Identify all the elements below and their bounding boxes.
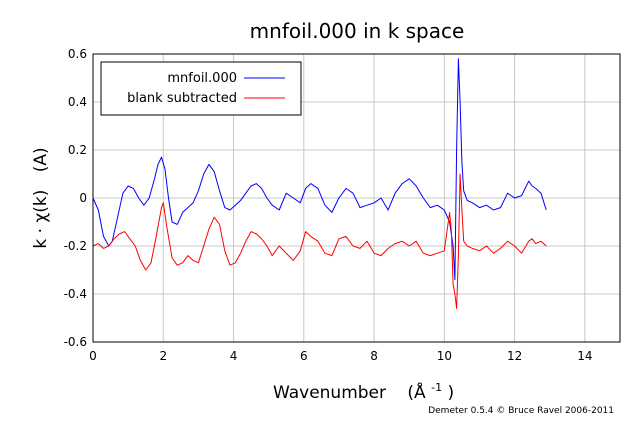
y-tick-label: -0.4	[64, 287, 87, 301]
x-axis-label: Wavenumber (Å -1 )	[273, 376, 454, 403]
x-tick-label: 14	[577, 349, 592, 363]
x-tick-label: 12	[507, 349, 522, 363]
chart-title: mnfoil.000 in k space	[250, 19, 465, 43]
y-axis-label-text: k · χ(k)	[31, 190, 51, 249]
series-line-blank-subtracted	[92, 173, 547, 309]
x-tick-label: 4	[230, 349, 238, 363]
legend-box	[100, 61, 302, 116]
x-tick-label: 0	[89, 349, 97, 363]
x-axis-label-unit-sup: -1	[431, 381, 442, 394]
y-tick-label: -0.6	[64, 335, 87, 349]
x-tick-label: 10	[437, 349, 452, 363]
x-tick-label: 6	[300, 349, 308, 363]
grid-layer	[92, 53, 620, 343]
x-tick-label: 8	[370, 349, 378, 363]
plot-frame	[92, 53, 621, 343]
tick-labels: 0 2 4 6 8 10 12 14 -0.6 -0.4 -0.2 0 0.2 0.4 0.6	[64, 47, 593, 363]
series-layer	[92, 58, 547, 309]
y-axis-label: k · χ(k) (A)	[31, 147, 51, 248]
series-line-mnfoil-000	[92, 58, 547, 281]
x-axis-label-unit: (Å	[407, 381, 426, 403]
y-tick-label: 0.2	[68, 143, 87, 157]
x-tick-label: 2	[159, 349, 167, 363]
legend-label-blank-subtracted: blank subtracted	[127, 91, 237, 106]
y-tick-label: -0.2	[64, 239, 87, 253]
y-tick-label: 0	[79, 191, 87, 205]
y-tick-label: 0.4	[68, 95, 87, 109]
svg-text:k · χ(k) (A): k · χ(k) (A)	[31, 147, 51, 248]
x-axis-label-unit-close: )	[447, 383, 454, 403]
y-axis-label-unit: (A)	[31, 147, 51, 172]
y-tick-label: 0.6	[68, 47, 87, 61]
credit-text: Demeter 0.5.4 © Bruce Ravel 2006-2011	[428, 406, 614, 416]
legend: mnfoil.000 blank subtracted	[100, 61, 302, 116]
legend-label-mnfoil: mnfoil.000	[167, 71, 237, 86]
x-axis-label-text: Wavenumber	[273, 383, 386, 403]
